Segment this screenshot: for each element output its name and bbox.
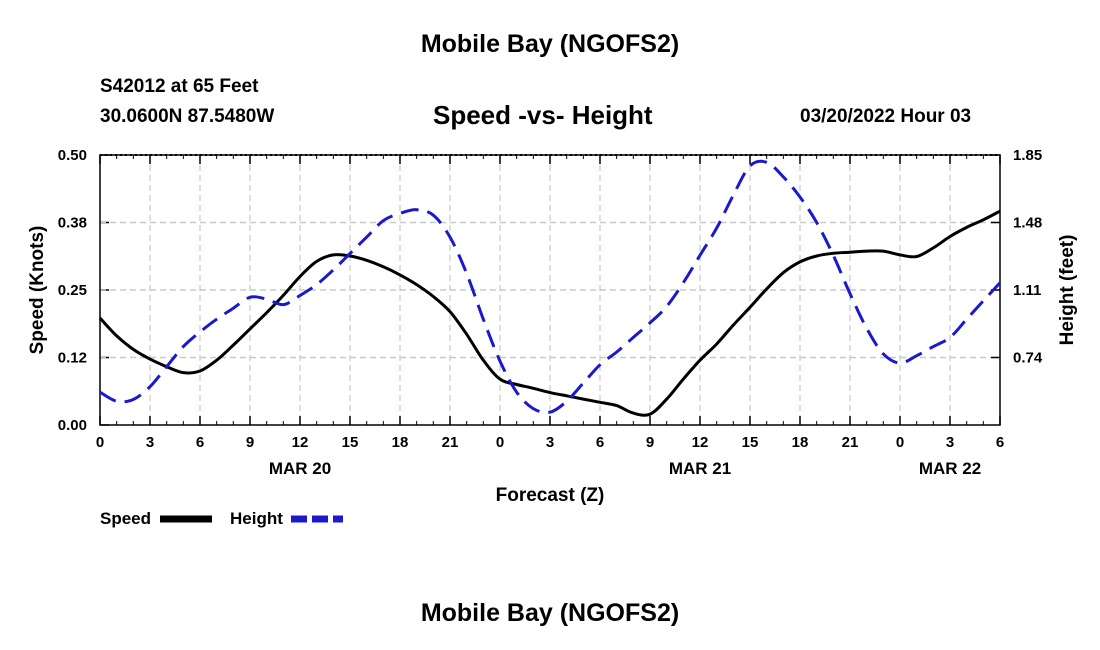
y-tick-label: 0.38 xyxy=(58,215,87,232)
x-tick-label: 3 xyxy=(546,434,554,451)
y-tick-label: 0.00 xyxy=(58,417,87,434)
date-label: MAR 22 xyxy=(919,459,981,478)
x-tick-label: 6 xyxy=(996,434,1004,451)
y2-tick-label: 0.74 xyxy=(1013,350,1043,367)
date-label: MAR 20 xyxy=(269,459,331,478)
x-tick-label: 6 xyxy=(196,434,204,451)
speed-series-line xyxy=(98,209,1001,417)
x-tick-label: 9 xyxy=(646,434,654,451)
y2-tick-label: 1.11 xyxy=(1013,282,1041,299)
x-tick-label: 18 xyxy=(392,434,409,451)
x-tick-label: 6 xyxy=(596,434,604,451)
x-tick-label: 15 xyxy=(342,434,359,451)
legend-height-label: Height xyxy=(230,509,283,528)
y2-tick-label: 1.48 xyxy=(1013,215,1042,232)
y-tick-label: 0.25 xyxy=(58,282,87,299)
height-series-line xyxy=(99,159,1002,415)
y-tick-label: 0.12 xyxy=(58,350,87,367)
station-label: S42012 at 65 Feet xyxy=(100,76,259,97)
main-title: Mobile Bay (NGOFS2) xyxy=(420,30,680,58)
footer-title: Mobile Bay (NGOFS2) xyxy=(420,599,680,627)
x-tick-label: 18 xyxy=(792,434,809,451)
x-tick-label: 0 xyxy=(496,434,504,451)
y-axis-title: Speed (Knots) xyxy=(27,226,48,355)
x-tick-label: 12 xyxy=(292,434,309,451)
chart-title: Speed -vs- Height xyxy=(433,100,653,130)
legend-speed-label: Speed xyxy=(100,509,152,528)
x-tick-label: 21 xyxy=(842,434,859,451)
x-tick-label: 9 xyxy=(246,434,254,451)
date-label: MAR 21 xyxy=(669,459,731,478)
x-tick-label: 3 xyxy=(946,434,954,451)
y-tick-label: 0.50 xyxy=(58,147,87,164)
x-tick-label: 15 xyxy=(742,434,759,451)
x-tick-label: 21 xyxy=(442,434,459,451)
coordinates-label: 30.0600N 87.5480W xyxy=(100,106,275,127)
datestamp-label: 03/20/2022 Hour 03 xyxy=(800,106,972,127)
y2-tick-label: 1.85 xyxy=(1013,147,1042,164)
x-tick-label: 12 xyxy=(692,434,709,451)
x-tick-label: 0 xyxy=(96,434,104,451)
y2-axis-title: Height (feet) xyxy=(1057,235,1078,346)
x-tick-label: 3 xyxy=(146,434,154,451)
x-tick-label: 0 xyxy=(896,434,904,451)
x-axis-title: Forecast (Z) xyxy=(496,485,605,506)
